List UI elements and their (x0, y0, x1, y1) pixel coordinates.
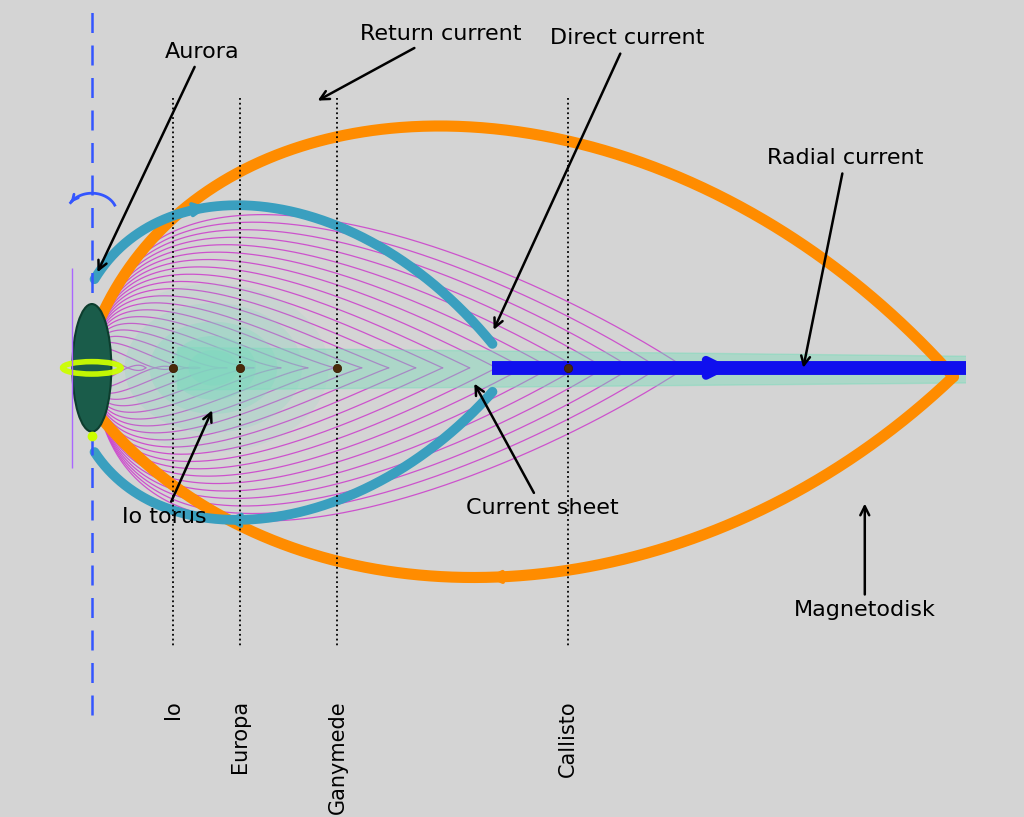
Text: Ganymede: Ganymede (328, 700, 347, 814)
Text: Io: Io (164, 700, 183, 719)
Text: Callisto: Callisto (558, 700, 578, 777)
Text: Return current: Return current (321, 24, 521, 100)
Ellipse shape (98, 283, 329, 452)
Ellipse shape (150, 322, 278, 414)
Polygon shape (178, 347, 975, 390)
Text: Direct current: Direct current (495, 29, 705, 328)
Text: Aurora: Aurora (98, 42, 240, 270)
Ellipse shape (188, 350, 239, 386)
Text: Radial current: Radial current (767, 148, 924, 365)
Ellipse shape (73, 304, 112, 431)
Ellipse shape (125, 303, 302, 432)
Text: Io torus: Io torus (122, 413, 211, 527)
Ellipse shape (171, 336, 256, 400)
Text: Europa: Europa (229, 700, 250, 774)
Text: Current sheet: Current sheet (466, 386, 618, 518)
Text: Magnetodisk: Magnetodisk (794, 507, 936, 620)
